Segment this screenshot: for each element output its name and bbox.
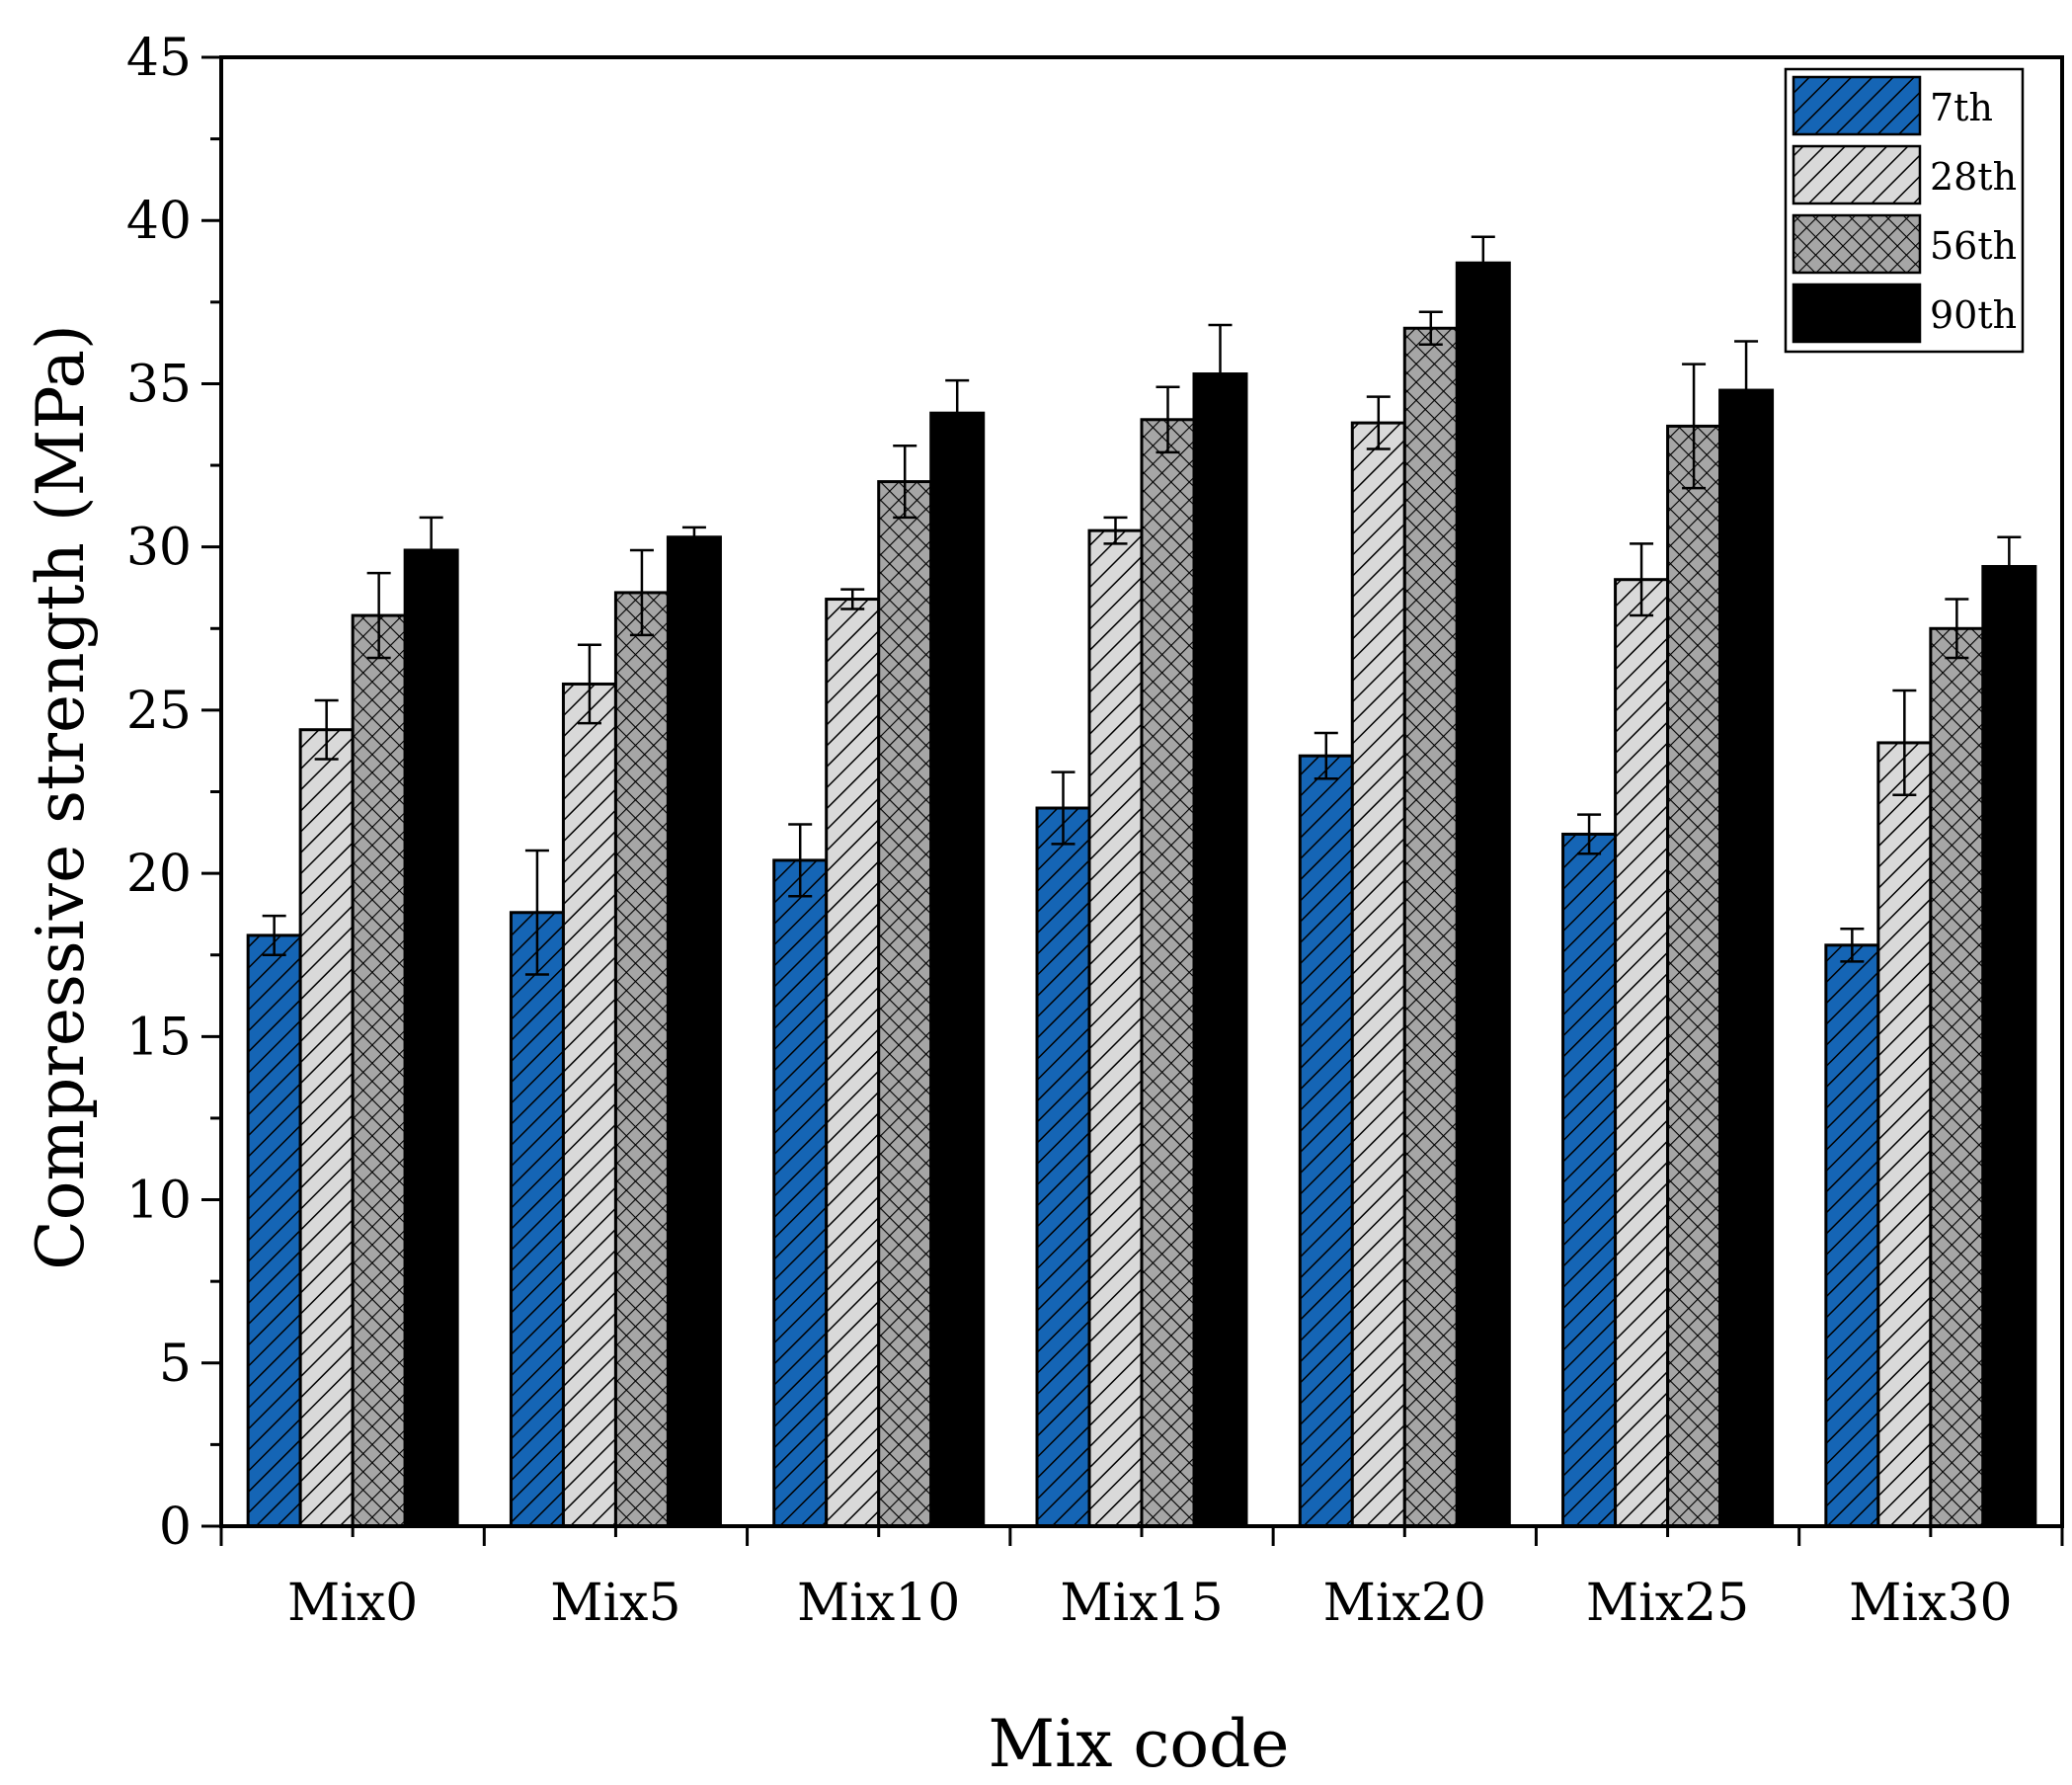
y-tick-label: 40 <box>126 192 192 251</box>
bar-28th-Mix0 <box>298 728 355 1528</box>
bar-56th-Mix25 <box>1666 424 1722 1528</box>
legend-label-7th: 7th <box>1930 86 1993 129</box>
x-axis-title: Mix code <box>989 1706 1290 1782</box>
x-tick-label-Mix5: Mix5 <box>550 1574 680 1633</box>
legend-swatch-56th <box>1792 213 1922 275</box>
x-tick-label-Mix20: Mix20 <box>1323 1574 1486 1633</box>
error-bar-28th-Mix10 <box>840 588 865 610</box>
bar-56th-Mix30 <box>1929 626 1985 1528</box>
error-bar-90th-Mix15 <box>1208 323 1233 425</box>
y-axis-ticks: 0 5 10 15 20 25 30 35 40 45 <box>126 29 221 1557</box>
bar-90th-Mix20 <box>1455 261 1511 1528</box>
y-tick-label: 5 <box>159 1335 192 1394</box>
error-bar-28th-Mix30 <box>1892 689 1917 797</box>
error-bar-28th-Mix20 <box>1366 395 1391 450</box>
error-bar-28th-Mix0 <box>314 698 339 761</box>
bar-7th-Mix0 <box>246 933 302 1528</box>
legend-swatch-90th <box>1792 283 1922 344</box>
legend-label-28th: 28th <box>1930 155 2017 199</box>
legend-swatch-28th <box>1792 144 1922 205</box>
legend-swatch-7th <box>1792 75 1922 136</box>
error-bar-90th-Mix10 <box>945 378 970 447</box>
y-tick-label: 15 <box>126 1008 192 1067</box>
x-tick-label-Mix30: Mix30 <box>1849 1574 2012 1633</box>
error-bar-56th-Mix20 <box>1418 310 1443 347</box>
x-tick-label-Mix10: Mix10 <box>797 1574 960 1633</box>
y-tick-label: 20 <box>126 845 192 904</box>
error-bar-28th-Mix25 <box>1630 542 1654 617</box>
x-tick-label-Mix25: Mix25 <box>1586 1574 1749 1633</box>
bar-7th-Mix10 <box>772 858 829 1528</box>
error-bar-7th-Mix0 <box>262 914 286 956</box>
error-bar-56th-Mix10 <box>893 444 917 520</box>
bars-group <box>246 261 2037 1528</box>
error-bar-7th-Mix10 <box>788 823 813 898</box>
error-bar-28th-Mix5 <box>577 643 601 725</box>
x-tick-label-Mix0: Mix0 <box>287 1574 418 1633</box>
bar-90th-Mix25 <box>1718 388 1775 1528</box>
legend-label-90th: 90th <box>1930 293 2017 337</box>
bar-28th-Mix10 <box>825 598 881 1528</box>
error-bar-7th-Mix15 <box>1051 771 1076 846</box>
bar-28th-Mix25 <box>1614 578 1670 1528</box>
bar-90th-Mix5 <box>666 535 722 1528</box>
bar-56th-Mix5 <box>613 591 670 1528</box>
error-bars-group <box>262 235 2022 976</box>
bar-90th-Mix10 <box>929 411 986 1528</box>
bar-7th-Mix20 <box>1298 754 1354 1528</box>
error-bar-90th-Mix30 <box>1997 535 2022 598</box>
bar-7th-Mix25 <box>1561 832 1618 1528</box>
bar-28th-Mix30 <box>1876 741 1933 1528</box>
error-bar-56th-Mix30 <box>1945 598 1969 660</box>
error-bar-56th-Mix25 <box>1682 363 1707 490</box>
x-tick-label-Mix15: Mix15 <box>1060 1574 1223 1633</box>
error-bar-56th-Mix15 <box>1156 385 1180 454</box>
bar-28th-Mix15 <box>1087 528 1144 1528</box>
legend-label-56th: 56th <box>1930 224 2017 268</box>
error-bar-90th-Mix20 <box>1471 235 1495 290</box>
y-tick-label: 10 <box>126 1172 192 1231</box>
y-tick-label: 45 <box>126 29 192 88</box>
x-axis-ticks: Mix0 Mix5 Mix10 Mix15 Mix20 Mix25 Mix30 <box>219 1526 2064 1633</box>
legend: 7th 28th 56th 90th <box>1784 67 2025 354</box>
y-tick-label: 30 <box>126 519 192 578</box>
error-bar-7th-Mix20 <box>1314 731 1338 780</box>
bar-7th-Mix15 <box>1035 806 1091 1528</box>
bar-90th-Mix15 <box>1192 372 1248 1528</box>
error-bar-56th-Mix0 <box>366 571 391 660</box>
bar-28th-Mix20 <box>1350 421 1406 1528</box>
y-tick-label: 0 <box>159 1498 192 1557</box>
error-bar-90th-Mix0 <box>419 516 443 585</box>
y-tick-label: 25 <box>126 682 192 741</box>
error-bar-7th-Mix25 <box>1577 813 1602 855</box>
error-bar-7th-Mix30 <box>1840 928 1865 963</box>
bar-56th-Mix0 <box>351 613 407 1528</box>
bar-28th-Mix5 <box>561 682 617 1528</box>
bar-7th-Mix30 <box>1824 943 1880 1528</box>
error-bar-90th-Mix25 <box>1734 340 1759 441</box>
error-bar-28th-Mix15 <box>1103 516 1128 545</box>
error-bar-7th-Mix5 <box>524 849 549 976</box>
error-bar-56th-Mix5 <box>629 548 654 637</box>
bar-90th-Mix30 <box>1981 564 2037 1528</box>
bar-56th-Mix20 <box>1402 326 1459 1528</box>
bar-56th-Mix15 <box>1140 418 1196 1528</box>
bar-56th-Mix10 <box>877 480 933 1528</box>
bar-7th-Mix5 <box>509 911 565 1528</box>
bar-90th-Mix0 <box>403 548 459 1528</box>
error-bar-90th-Mix5 <box>681 526 706 548</box>
y-axis-title: Compressive strength (MPa) <box>23 324 99 1269</box>
y-tick-label: 35 <box>126 355 192 414</box>
